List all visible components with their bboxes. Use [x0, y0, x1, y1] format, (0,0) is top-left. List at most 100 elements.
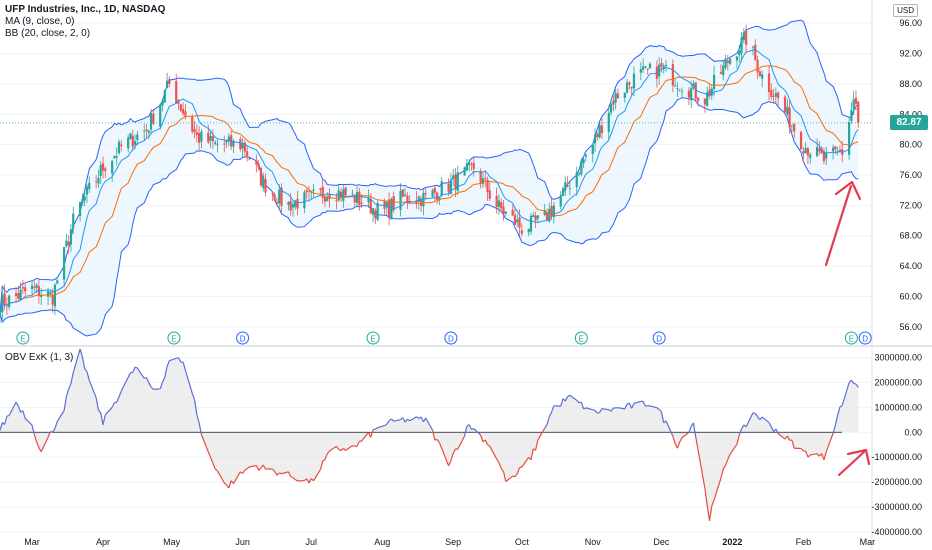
candle-body — [294, 200, 297, 207]
obv-label[interactable]: OBV ExK (1, 3) — [5, 352, 74, 363]
obv-segment — [791, 439, 795, 449]
candle-body — [111, 160, 114, 174]
candle-body — [271, 192, 274, 194]
candle-body — [568, 188, 571, 190]
obv-segment — [326, 450, 331, 455]
candle-body — [500, 202, 503, 209]
candle-body — [291, 204, 295, 208]
time-tick-label: 2022 — [722, 537, 742, 547]
obv-segment — [100, 412, 104, 426]
obv-segment — [431, 429, 436, 441]
bb-label[interactable]: BB (20, close, 2, 0) — [5, 28, 91, 39]
candle-body — [676, 88, 679, 89]
obv-segment — [692, 422, 697, 438]
candle-body — [198, 133, 201, 143]
obv-segment — [681, 431, 690, 439]
obv-segment — [338, 449, 342, 452]
candle-body — [518, 217, 521, 228]
candle-body — [335, 199, 338, 201]
candle-body — [181, 109, 185, 114]
candle-body — [655, 66, 658, 79]
candle-body — [806, 148, 810, 156]
obv-segment — [169, 357, 177, 362]
candle-body — [609, 103, 613, 113]
obv-segment — [708, 505, 713, 521]
obv-segment — [807, 454, 811, 458]
indicator-lines — [0, 49, 872, 314]
candle-body — [834, 146, 837, 150]
time-tick-label: Feb — [796, 537, 812, 547]
candle-body — [223, 143, 226, 145]
candle-body — [95, 180, 98, 182]
obv-segment — [697, 449, 706, 489]
obv-segment — [244, 468, 248, 471]
candle-body — [33, 286, 36, 288]
candle-body — [696, 97, 700, 102]
candle-body — [369, 198, 372, 214]
candle-body — [289, 200, 292, 211]
candle-body — [854, 97, 858, 104]
candle-body — [85, 186, 89, 195]
candle-body — [580, 160, 583, 175]
event-marker-icon — [366, 331, 380, 345]
obv-segment — [601, 407, 609, 411]
obv-segment — [853, 382, 857, 385]
obv-segment — [585, 407, 593, 411]
obv-segment — [642, 401, 646, 407]
candle-body — [211, 136, 214, 142]
price-tick-label: 60.00 — [899, 291, 922, 301]
candle-body — [392, 195, 395, 211]
candle-body — [545, 212, 549, 220]
obv-axis: -4000000.00 -3000000.00 -2000000.00 -100000… — [871, 352, 922, 537]
ma-label[interactable]: MA (9, close, 0) — [5, 16, 75, 27]
obv-segment — [679, 437, 683, 443]
candle-body — [440, 181, 443, 196]
obv-segment — [36, 441, 40, 448]
obv-segment — [546, 416, 550, 425]
candle-body — [722, 65, 725, 76]
candle-body — [463, 167, 466, 176]
obv-segment — [377, 425, 385, 429]
obv-segment — [390, 418, 395, 422]
candle-body — [69, 229, 73, 245]
obv-segment — [335, 446, 340, 450]
price-tick-label: 80.00 — [899, 140, 922, 150]
candle-body — [815, 147, 819, 156]
candle-body — [564, 182, 567, 190]
candle-body — [319, 188, 322, 190]
event-marker-label: E — [849, 335, 854, 344]
candle-body — [735, 56, 739, 61]
obv-segment — [761, 416, 770, 424]
time-tick-label: Aug — [374, 537, 390, 547]
candle-body — [502, 206, 505, 215]
obv-segment — [473, 428, 482, 436]
candle-body — [468, 162, 471, 166]
candle-body — [35, 284, 38, 288]
obv-segment — [258, 467, 262, 471]
candle-body — [227, 136, 230, 142]
event-marker-label: D — [862, 335, 868, 344]
obv-segment — [727, 453, 731, 460]
obv-segment — [97, 409, 102, 414]
obv-segment — [200, 434, 209, 453]
obv-segment — [800, 448, 804, 452]
obv-segment — [271, 468, 276, 472]
symbol-title[interactable]: UFP Industries, Inc., 1D, NASDAQ — [5, 4, 166, 15]
obv-segment — [33, 434, 38, 443]
candle-body — [40, 294, 43, 298]
currency-badge[interactable]: USD — [893, 4, 918, 17]
obv-segment — [294, 479, 298, 482]
obv-tick-label: -1000000.00 — [871, 452, 922, 462]
candle-body — [225, 141, 228, 143]
candle-body — [56, 280, 59, 284]
obv-segment — [287, 471, 292, 477]
bb-fill — [0, 20, 859, 337]
candle-body — [72, 213, 75, 229]
obv-tick-label: 3000000.00 — [874, 352, 922, 362]
candle-body — [287, 202, 290, 205]
candle-body — [14, 293, 18, 296]
candle-body — [543, 209, 546, 216]
obv-segment — [786, 435, 791, 441]
